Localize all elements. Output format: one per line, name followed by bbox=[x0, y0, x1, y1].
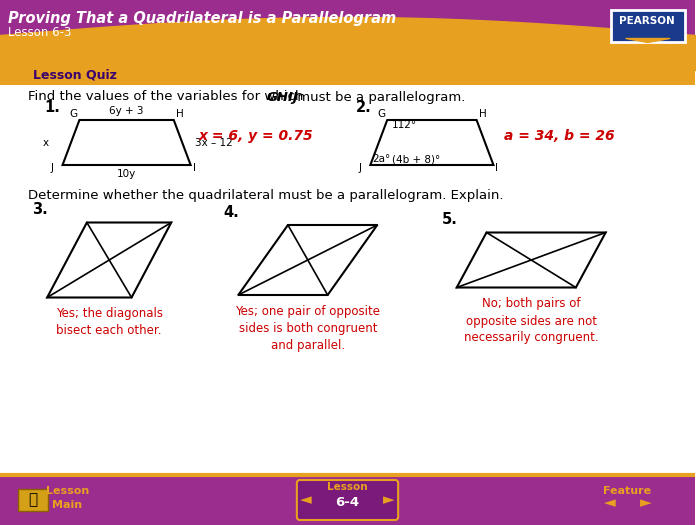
Text: Proving That a Quadrilateral is a Parallelogram: Proving That a Quadrilateral is a Parall… bbox=[8, 10, 396, 26]
Text: No; both pairs of
opposite sides are not
necessarily congruent.: No; both pairs of opposite sides are not… bbox=[464, 298, 598, 344]
Text: ►: ► bbox=[384, 492, 395, 508]
Text: Lesson Quiz: Lesson Quiz bbox=[32, 68, 116, 81]
Text: Lesson 6-3: Lesson 6-3 bbox=[8, 26, 71, 38]
Text: ◄: ◄ bbox=[604, 496, 615, 510]
Text: ►: ► bbox=[640, 496, 651, 510]
Text: 2a°: 2a° bbox=[372, 154, 391, 164]
Text: I: I bbox=[496, 163, 498, 173]
Text: 5.: 5. bbox=[442, 213, 458, 227]
Text: 6y + 3: 6y + 3 bbox=[109, 106, 144, 116]
Text: 📚: 📚 bbox=[28, 492, 37, 508]
Text: x = 6, y = 0.75: x = 6, y = 0.75 bbox=[199, 129, 313, 143]
Text: H: H bbox=[176, 109, 183, 119]
Bar bbox=[0, 85, 695, 477]
Text: Feature: Feature bbox=[603, 486, 652, 496]
Text: 112°: 112° bbox=[392, 120, 417, 130]
Text: 3x – 12: 3x – 12 bbox=[195, 138, 232, 148]
Text: J: J bbox=[358, 163, 361, 173]
Text: GHIJ: GHIJ bbox=[266, 90, 298, 103]
Text: Lesson: Lesson bbox=[327, 482, 368, 492]
Text: Lesson: Lesson bbox=[46, 486, 89, 496]
Text: 3.: 3. bbox=[32, 203, 48, 217]
Text: ◄: ◄ bbox=[300, 492, 312, 508]
Text: Main: Main bbox=[52, 500, 83, 510]
Text: 6-4: 6-4 bbox=[335, 496, 360, 509]
Bar bbox=[0, 0, 695, 70]
Text: PEARSON: PEARSON bbox=[620, 16, 676, 26]
Text: 4.: 4. bbox=[223, 205, 239, 220]
Text: G: G bbox=[377, 109, 386, 119]
Bar bbox=[610, 10, 685, 42]
Text: (4b + 8)°: (4b + 8)° bbox=[392, 154, 440, 164]
Bar bbox=[0, 475, 695, 525]
Text: Geometry: Geometry bbox=[606, 46, 690, 60]
Text: Yes; one pair of opposite
sides is both congruent
and parallel.: Yes; one pair of opposite sides is both … bbox=[235, 305, 380, 352]
Text: 2.: 2. bbox=[356, 100, 371, 115]
Bar bbox=[18, 489, 48, 511]
Text: J: J bbox=[50, 163, 54, 173]
Text: Yes; the diagonals
bisect each other.: Yes; the diagonals bisect each other. bbox=[56, 308, 162, 338]
Text: H: H bbox=[479, 109, 486, 119]
Text: Find the values of the variables for which: Find the values of the variables for whi… bbox=[28, 90, 307, 103]
FancyBboxPatch shape bbox=[297, 480, 398, 520]
Text: I: I bbox=[193, 163, 195, 173]
Text: 10y: 10y bbox=[117, 169, 136, 179]
Text: G: G bbox=[69, 109, 78, 119]
Text: x: x bbox=[43, 138, 49, 148]
Text: 1.: 1. bbox=[45, 100, 61, 115]
Bar bbox=[0, 65, 695, 85]
Text: must be a parallelogram.: must be a parallelogram. bbox=[293, 90, 466, 103]
Text: a = 34, b = 26: a = 34, b = 26 bbox=[505, 129, 615, 143]
Text: Determine whether the quadrilateral must be a parallelogram. Explain.: Determine whether the quadrilateral must… bbox=[28, 188, 503, 202]
